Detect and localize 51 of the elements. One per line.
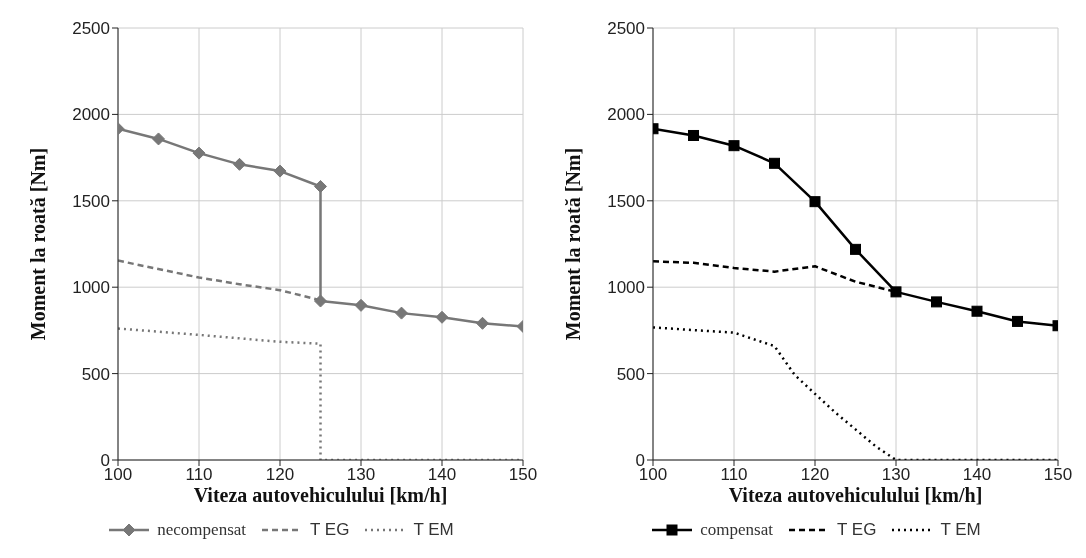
y-tick-label: 1500 (607, 191, 645, 211)
y-tick-label: 2000 (607, 105, 645, 125)
y-tick-label: 2000 (72, 105, 110, 125)
point (435, 310, 449, 324)
point (971, 305, 983, 317)
x-axis-title: Viteza autovehiculului [km/h] (728, 484, 983, 506)
x-axis-title: Viteza autovehiculului [km/h] (193, 484, 448, 506)
point (850, 243, 861, 255)
y-tick-label: 500 (81, 364, 110, 384)
x-tick-label: 100 (103, 465, 133, 485)
x-tick-label: 150 (1043, 465, 1073, 485)
y-tick-label: 1000 (607, 278, 645, 298)
y-tick-label: 1500 (72, 191, 110, 211)
point (395, 306, 408, 320)
legend-label: T EM (940, 520, 981, 540)
point (476, 316, 489, 330)
point (769, 157, 780, 169)
y-axis-title: Moment la roată [Nm] (562, 147, 585, 341)
point (152, 132, 165, 146)
legend-label: T EM (413, 520, 454, 540)
y-tick-label: 1000 (72, 278, 110, 298)
x-tick-label: 110 (720, 465, 748, 485)
point (233, 157, 246, 171)
point (314, 294, 327, 308)
x-tick-label: 100 (638, 465, 668, 485)
x-tick-label: 130 (346, 465, 376, 485)
x-tick-label: 130 (881, 465, 911, 485)
y-tick-label: 2500 (72, 19, 110, 39)
point (890, 286, 902, 298)
legend-label: T EG (837, 520, 877, 540)
x-tick-label: 120 (800, 465, 830, 485)
point (273, 164, 287, 178)
legend-label: necompensat (157, 520, 247, 540)
x-tick-label: 150 (508, 465, 538, 485)
point (728, 140, 740, 152)
point (1012, 315, 1023, 327)
x-tick-label: 140 (427, 465, 457, 485)
point (354, 298, 368, 312)
y-tick-label: 500 (616, 364, 645, 384)
point (314, 179, 327, 193)
y-tick-label: 2500 (607, 19, 645, 39)
point (688, 129, 699, 141)
x-tick-label: 110 (185, 465, 213, 485)
legend-label: T EG (310, 520, 350, 540)
y-axis-title: Moment la roată [Nm] (27, 147, 50, 341)
point (931, 296, 942, 308)
x-tick-label: 120 (265, 465, 295, 485)
legend-label: compensat (700, 520, 773, 540)
point (809, 196, 821, 208)
point (192, 146, 206, 160)
x-tick-label: 140 (962, 465, 992, 485)
